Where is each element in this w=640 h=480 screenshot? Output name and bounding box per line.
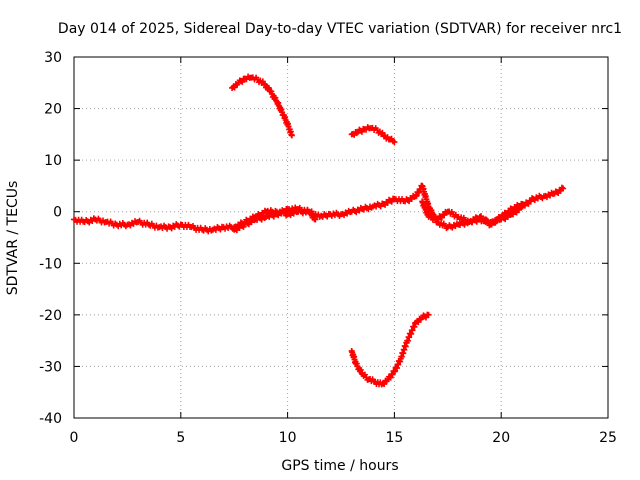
y-tick-label: -30 [39,359,62,375]
series-track-main [71,182,567,235]
x-tick-label: 25 [599,430,617,446]
series-track-midday-loop [231,204,319,234]
tick-labels: 0 5 10 15 20 25 -40 -30 -20 -10 0 10 20 30 [39,50,617,446]
y-axis-label: SDTVAR / TECUs [5,181,21,296]
data-point [413,192,420,199]
y-tick-label: -40 [39,411,62,427]
series-arc-upper-high [229,73,295,139]
data-point [288,132,295,139]
data-point [519,200,526,207]
data-point [268,88,275,95]
x-tick-label: 15 [385,430,403,446]
data-point [391,139,398,146]
data-point [560,185,567,192]
data-point [415,189,422,196]
data-point [387,374,394,381]
y-tick-label: 0 [53,205,62,221]
x-tick-label: 5 [176,430,185,446]
y-tick-label: -10 [39,256,62,272]
series-track-lower-branch [419,198,526,229]
data-point [312,216,319,223]
x-tick-label: 20 [492,430,510,446]
data-point [389,371,396,378]
y-tick-label: 10 [44,153,62,169]
y-tick-label: 30 [44,50,62,66]
data-point [239,78,246,85]
axes [73,56,609,419]
y-tick-label: -20 [39,308,62,324]
data-point [425,311,432,318]
data-point [353,360,360,367]
series-arc-lower [348,311,432,388]
chart-title: Day 014 of 2025, Sidereal Day-to-day VTE… [58,21,622,37]
data-point [357,366,364,373]
plot-border [73,56,609,419]
y-tick-label: 20 [44,102,62,118]
series-arc-upper-short [348,124,398,146]
x-tick-label: 0 [70,430,79,446]
data-points [71,73,567,388]
x-axis-label: GPS time / hours [281,458,398,474]
data-point [272,94,279,101]
x-tick-label: 10 [279,430,297,446]
